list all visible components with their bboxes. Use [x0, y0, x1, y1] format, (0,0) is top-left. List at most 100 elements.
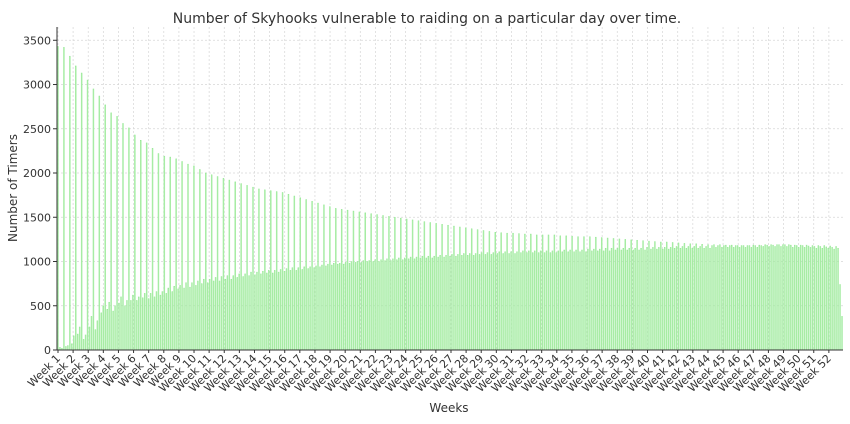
- bar: [526, 252, 528, 351]
- bar: [610, 247, 613, 351]
- bar: [98, 95, 101, 351]
- bar: [114, 305, 116, 351]
- bar: [727, 247, 729, 351]
- bar: [313, 267, 315, 351]
- bar: [252, 186, 254, 351]
- bar: [92, 88, 95, 351]
- bar: [417, 220, 420, 351]
- bar: [159, 294, 162, 351]
- bar: [447, 224, 449, 351]
- bar: [654, 241, 656, 351]
- bar: [362, 260, 365, 351]
- bar: [768, 246, 770, 351]
- bar: [240, 183, 242, 351]
- bar: [441, 224, 443, 351]
- bar: [803, 247, 806, 351]
- bar: [465, 227, 467, 351]
- bar: [203, 278, 205, 351]
- bar: [136, 300, 138, 351]
- bar: [167, 287, 169, 351]
- bar: [805, 244, 808, 351]
- bar: [67, 345, 69, 351]
- bar: [153, 296, 156, 351]
- bar: [82, 339, 85, 351]
- bar: [69, 55, 71, 351]
- bar: [181, 161, 183, 351]
- bar: [628, 247, 630, 351]
- bar: [145, 142, 148, 351]
- bar: [480, 252, 483, 351]
- bar: [650, 248, 652, 351]
- bar: [673, 247, 676, 351]
- bar: [149, 293, 152, 351]
- bar: [780, 246, 782, 351]
- bar: [90, 316, 93, 351]
- bar: [687, 246, 690, 351]
- bar: [532, 252, 534, 351]
- bar: [208, 278, 211, 351]
- bar: [770, 244, 772, 351]
- bar: [134, 134, 136, 351]
- bar: [811, 245, 814, 351]
- bar: [792, 247, 794, 351]
- bar: [433, 255, 435, 351]
- bar: [502, 253, 504, 351]
- y-tick-label: 2000: [23, 167, 51, 180]
- bar: [315, 265, 317, 351]
- bar: [835, 246, 837, 351]
- bar: [535, 234, 538, 351]
- bar: [400, 217, 402, 351]
- bar: [165, 293, 168, 351]
- bar: [451, 254, 453, 351]
- bar: [758, 244, 760, 351]
- bar: [71, 343, 73, 351]
- bar: [470, 228, 473, 351]
- bar: [752, 244, 755, 351]
- bar: [305, 199, 307, 351]
- y-tick-labels: 0 500 1000 1500 2000 2500 3000 3500: [23, 34, 51, 357]
- bar: [191, 282, 193, 351]
- bar: [370, 213, 372, 351]
- bar: [534, 250, 536, 351]
- bar: [193, 165, 195, 351]
- bar: [187, 163, 189, 351]
- bar: [660, 241, 662, 351]
- bar: [201, 283, 203, 351]
- bar: [173, 286, 175, 351]
- bar: [486, 252, 489, 351]
- bar: [431, 257, 433, 351]
- bar: [522, 250, 524, 351]
- bar: [110, 112, 112, 351]
- bar: [593, 248, 595, 351]
- bar: [541, 234, 544, 351]
- bar: [224, 278, 227, 351]
- bar: [575, 249, 577, 351]
- bar: [384, 260, 386, 351]
- bar: [374, 259, 376, 351]
- bar: [388, 216, 390, 351]
- bar: [106, 309, 108, 351]
- bar: [606, 237, 609, 351]
- bar: [776, 244, 778, 351]
- bar: [579, 251, 581, 351]
- bar: [311, 201, 313, 351]
- bar: [254, 274, 256, 351]
- bar: [368, 260, 370, 351]
- bar: [599, 248, 601, 351]
- bar: [405, 218, 408, 351]
- bar: [506, 232, 508, 351]
- bar: [175, 158, 177, 351]
- bar: [141, 297, 144, 351]
- bar: [78, 326, 81, 351]
- bar: [622, 247, 625, 351]
- bar: [604, 247, 607, 351]
- bar: [329, 206, 331, 351]
- bar: [86, 79, 89, 351]
- bar: [731, 244, 733, 351]
- y-tick-label: 2500: [23, 123, 51, 136]
- bar: [205, 172, 207, 351]
- bar: [772, 244, 774, 351]
- bar: [774, 246, 776, 351]
- bar: [427, 255, 430, 351]
